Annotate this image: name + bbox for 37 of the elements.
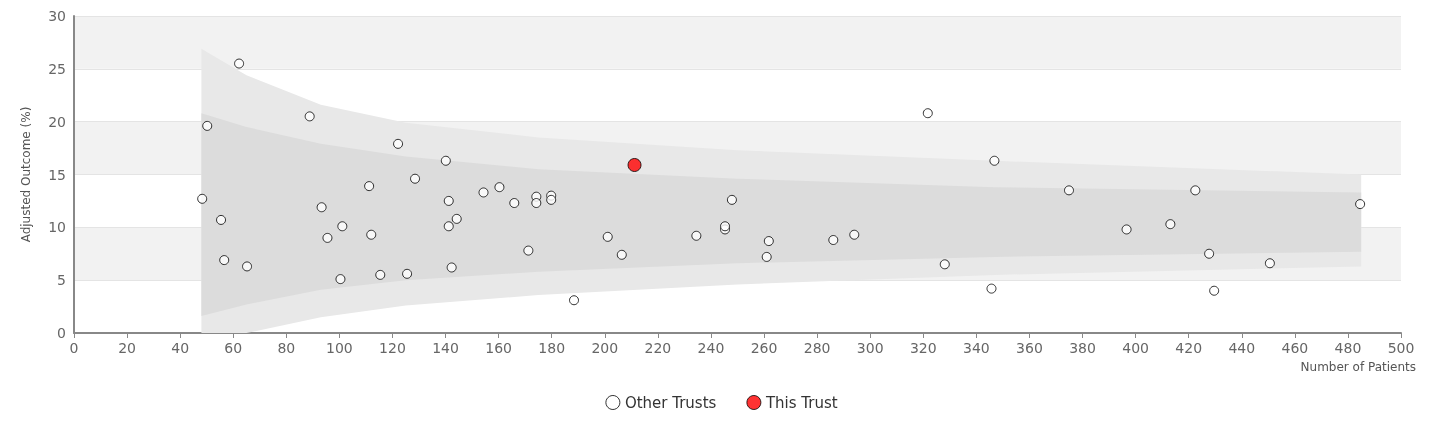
y-tick-label: 10 [48, 219, 66, 236]
x-tick-label: 440 [1228, 340, 1256, 356]
legend-label: This Trust [764, 393, 838, 412]
x-tick-label: 340 [962, 340, 990, 356]
x-tick-label: 380 [1069, 340, 1096, 356]
y-tick-label: 15 [48, 166, 66, 183]
legend-label: Other Trusts [624, 393, 717, 412]
x-tick-label: 280 [803, 340, 831, 356]
x-tick-label: 120 [379, 340, 406, 356]
y-axis-title: Adjusted Outcome (%) [19, 106, 33, 243]
x-tick-label: 60 [224, 340, 243, 356]
x-tick-label: 500 [1387, 340, 1415, 356]
x-tick-label: 260 [750, 340, 778, 356]
x-tick-label: 220 [644, 340, 672, 356]
x-tick-label: 0 [69, 340, 79, 356]
x-tick-label: 400 [1122, 340, 1149, 356]
x-tick-label: 420 [1175, 340, 1203, 356]
x-tick-label: 160 [485, 340, 513, 356]
y-tick-label: 0 [57, 325, 66, 341]
x-tick-label: 100 [326, 340, 353, 356]
x-tick-label: 20 [118, 340, 136, 356]
x-axis-title: Number of Patients [1300, 360, 1416, 374]
y-tick-label: 20 [48, 113, 66, 130]
x-tick-label: 80 [277, 340, 296, 356]
y-tick-label: 5 [57, 272, 66, 289]
y-tick-label: 30 [48, 8, 66, 24]
x-tick-label: 180 [538, 340, 566, 356]
x-tick-label: 480 [1334, 340, 1362, 356]
x-tick-label: 460 [1281, 340, 1309, 356]
x-tick-label: 300 [856, 340, 884, 356]
x-tick-label: 200 [591, 340, 619, 356]
x-tick-label: 320 [909, 340, 937, 356]
x-tick-label: 40 [171, 340, 190, 356]
y-tick-label: 25 [48, 60, 66, 77]
x-tick-label: 360 [1016, 340, 1043, 356]
x-tick-label: 140 [432, 340, 459, 356]
x-tick-label: 240 [697, 340, 725, 356]
